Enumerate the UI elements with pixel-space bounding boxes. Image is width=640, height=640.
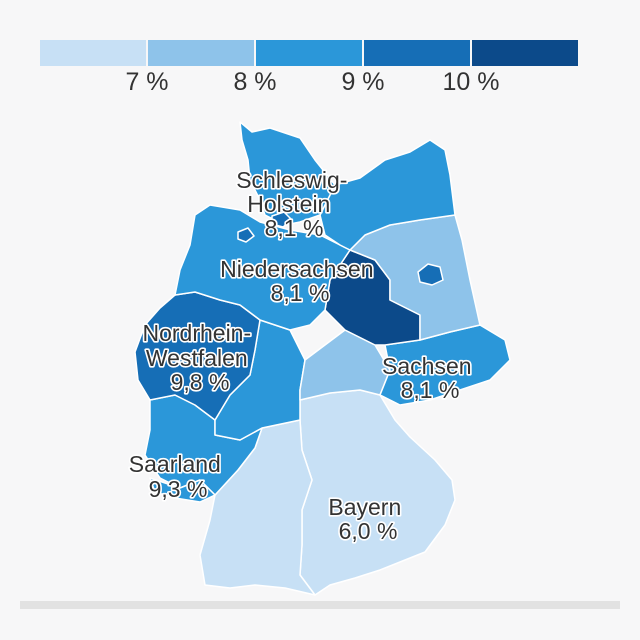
label-nordrhein-westfalen-name-2: Westfalen [146, 345, 248, 371]
label-bayern: Bayern 6,0 % [328, 494, 407, 544]
legend-tick-7: 7 % [125, 68, 169, 96]
legend-swatch-2 [148, 40, 254, 66]
legend-tick-8: 8 % [233, 68, 277, 96]
label-nordrhein-westfalen-name-1: Nordrhein- [142, 320, 251, 346]
label-bayern-value: 6,0 % [339, 518, 398, 544]
label-niedersachsen-name: Niedersachsen [220, 256, 373, 282]
label-schleswig-holstein-value: 8,1 % [265, 215, 324, 241]
legend-tick-9: 9 % [341, 68, 385, 96]
label-sachsen-name: Sachsen [382, 353, 472, 379]
label-sachsen: Sachsen 8,1 % [382, 353, 478, 403]
label-saarland: Saarland 9,3 % [129, 451, 227, 502]
legend-swatch-1 [40, 40, 146, 66]
label-sachsen-value: 8,1 % [401, 377, 460, 403]
legend-tick-10: 10 % [442, 68, 500, 96]
state-berlin[interactable] [417, 263, 444, 286]
label-niedersachsen-value: 8,1 % [271, 280, 330, 306]
label-nordrhein-westfalen-value: 9,8 % [171, 369, 230, 395]
state-mecklenburg-vorpommern[interactable] [319, 139, 456, 251]
legend-swatch-3 [256, 40, 362, 66]
germany-choropleth-map: Schleswig- Holstein 8,1 % Niedersachsen … [127, 121, 511, 596]
color-legend: 7 % 8 % 9 % 10 % [40, 40, 578, 96]
label-nordrhein-westfalen: Nordrhein- Westfalen 9,8 % [142, 320, 257, 395]
state-hamburg[interactable] [271, 211, 293, 228]
label-schleswig-holstein: Schleswig- Holstein 8,1 % [236, 167, 354, 241]
legend-ticks: 7 % 8 % 9 % 10 % [40, 68, 578, 102]
legend-bar [40, 40, 578, 66]
state-bayern[interactable] [299, 389, 456, 596]
label-bayern-name: Bayern [328, 494, 401, 520]
label-niedersachsen: Niedersachsen 8,1 % [220, 256, 380, 306]
state-bremen[interactable] [237, 227, 255, 243]
legend-swatch-4 [364, 40, 470, 66]
footer-divider [20, 601, 620, 609]
label-schleswig-holstein-name-2: Holstein [247, 191, 330, 217]
state-saarland[interactable] [149, 477, 216, 503]
label-saarland-name: Saarland [129, 451, 221, 477]
state-niedersachsen[interactable] [174, 204, 351, 331]
label-schleswig-holstein-name-1: Schleswig- [236, 167, 347, 193]
label-saarland-value: 9,3 % [149, 476, 208, 502]
legend-swatch-5 [472, 40, 578, 66]
state-schleswig-holstein[interactable] [239, 121, 336, 226]
